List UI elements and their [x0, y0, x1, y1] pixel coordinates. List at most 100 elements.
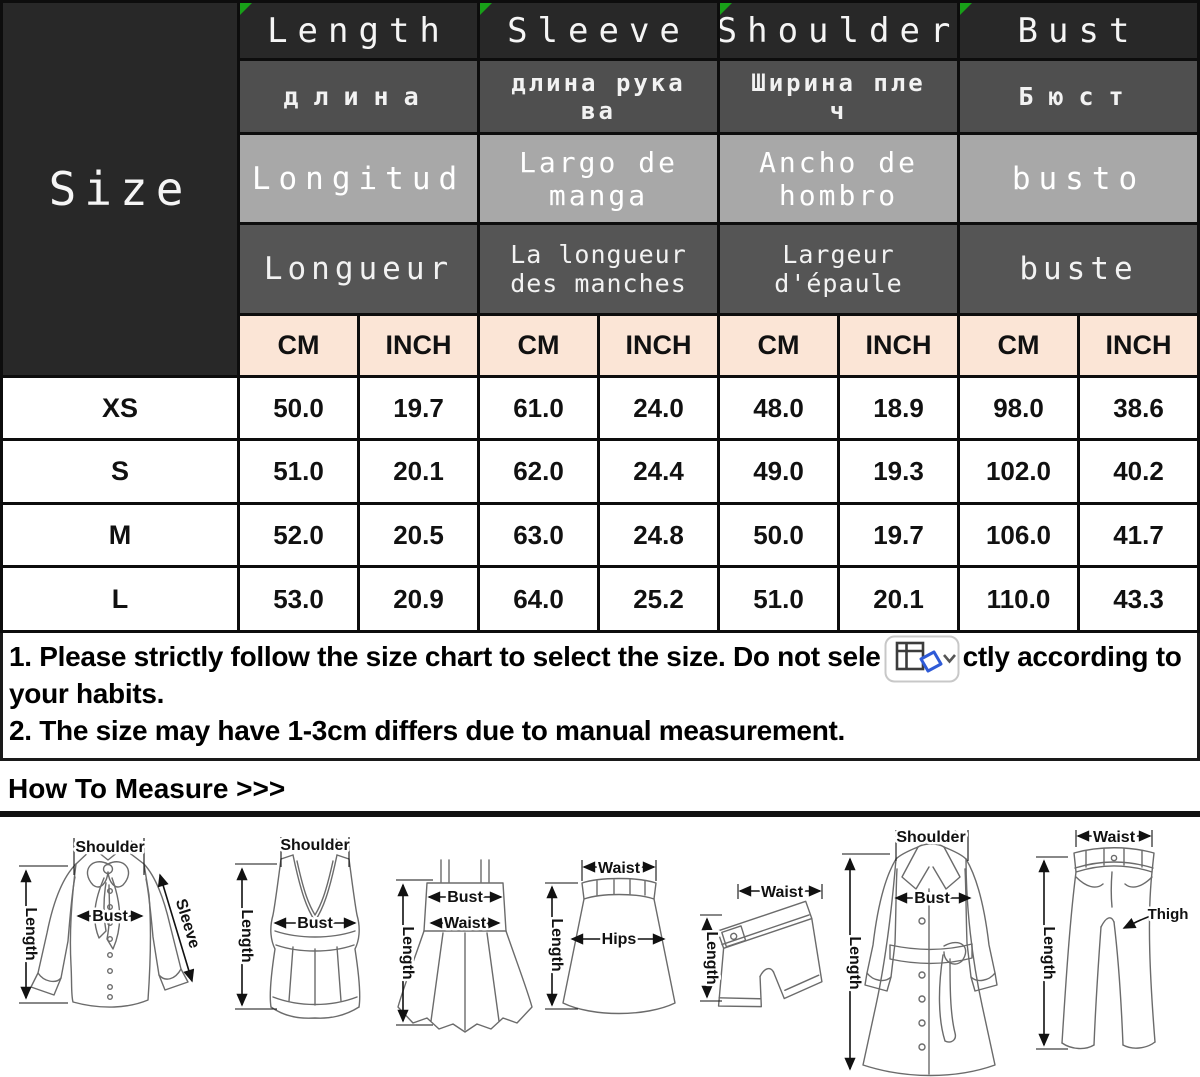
- unit-header: CM: [720, 316, 837, 375]
- table-cell: 64.0: [480, 568, 597, 630]
- label-bust: Bust: [914, 890, 950, 907]
- cell-value: 24.4: [633, 456, 684, 486]
- size-header-label: Size: [48, 162, 192, 216]
- green-corner-marker-icon: [480, 3, 492, 15]
- label-length: Length: [22, 907, 39, 960]
- table-cell: 53.0: [240, 568, 357, 630]
- table-cell: 62.0: [480, 441, 597, 502]
- chevron-down-icon: [942, 653, 956, 664]
- size-label: L: [111, 583, 129, 614]
- label-shoulder: Shoulder: [896, 829, 965, 846]
- cell-value: 53.0: [273, 583, 324, 614]
- unit-label: INCH: [1105, 330, 1172, 360]
- table-cell: 19.7: [360, 378, 477, 438]
- green-corner-marker-icon: [240, 3, 252, 15]
- label-waist: Waist: [598, 860, 641, 877]
- table-cell: 18.9: [840, 378, 957, 438]
- fr-header-sleeve: La longueur des manches: [480, 225, 717, 313]
- table-cell: 20.1: [840, 568, 957, 630]
- paste-brush-icon: [919, 650, 943, 673]
- col-header-length: Length: [240, 3, 477, 58]
- unit-header: INCH: [600, 316, 717, 375]
- table-cell: 19.3: [840, 441, 957, 502]
- cell-value: 62.0: [513, 456, 564, 486]
- tank-outline: [269, 854, 361, 1019]
- table-cell: 41.7: [1080, 505, 1197, 565]
- size-row-label: L: [3, 568, 237, 630]
- size-label: S: [110, 456, 129, 486]
- label-length: Length: [1040, 926, 1057, 979]
- ru-header-shoulder: Ширина плеч: [720, 61, 957, 132]
- cell-value: 25.2: [633, 583, 684, 614]
- col-header-label: Length: [267, 10, 450, 51]
- size-label: M: [108, 519, 132, 550]
- pants-outline: [1061, 846, 1156, 1050]
- size-chart-table: Size Length Sleeve Shoulder Bust длина д…: [0, 0, 1200, 633]
- green-corner-marker-icon: [720, 3, 732, 15]
- size-row-label: M: [3, 505, 237, 565]
- unit-header: CM: [960, 316, 1077, 375]
- label-waist: Waist: [1093, 829, 1136, 846]
- cell-value: 20.1: [393, 456, 444, 486]
- how-to-measure-heading: How To Measure >>>: [8, 772, 286, 804]
- cell-value: 51.0: [753, 583, 804, 614]
- cell-value: 18.9: [873, 392, 924, 423]
- col-header-bust: Bust: [960, 3, 1197, 58]
- table-cell: 48.0: [720, 378, 837, 438]
- fr-label: buste: [1019, 251, 1138, 287]
- es-header-sleeve: Largo de manga: [480, 135, 717, 222]
- unit-label: INCH: [865, 330, 932, 360]
- fr-label: La longueur des manches: [510, 240, 687, 298]
- ru-label: длина рукава: [511, 68, 686, 125]
- paste-options-button[interactable]: [884, 635, 960, 683]
- tank-top-diagram: Shoulder Length Bust: [234, 834, 361, 1019]
- table-cell: 61.0: [480, 378, 597, 438]
- unit-label: CM: [757, 330, 800, 360]
- unit-label: CM: [517, 330, 560, 360]
- col-header-shoulder: Shoulder: [720, 3, 957, 58]
- cell-value: 24.0: [633, 392, 684, 423]
- shorts-outline: [717, 900, 823, 1008]
- col-header-label: Sleeve: [507, 10, 690, 51]
- label-length: Length: [399, 926, 416, 979]
- cell-value: 38.6: [1113, 392, 1164, 423]
- es-header-length: Longitud: [240, 135, 477, 222]
- table-cell: 106.0: [960, 505, 1077, 565]
- label-sleeve: Sleeve: [172, 897, 203, 951]
- cell-value: 51.0: [273, 456, 324, 486]
- table-cell: 49.0: [720, 441, 837, 502]
- cell-value: 20.1: [873, 583, 924, 614]
- unit-header: CM: [480, 316, 597, 375]
- col-header-label: Shoulder: [720, 10, 957, 51]
- cell-value: 20.5: [393, 519, 444, 550]
- es-label: Ancho de hombro: [759, 145, 918, 212]
- table-cell: 24.0: [600, 378, 717, 438]
- pants-diagram: Waist Length Thigh: [1035, 827, 1188, 1050]
- cell-value: 61.0: [513, 392, 564, 423]
- table-cell: 50.0: [240, 378, 357, 438]
- label-length: Length: [703, 931, 720, 984]
- ru-label: Ширина плеч: [751, 68, 926, 125]
- coat-outline: [862, 843, 998, 1077]
- table-cell: 50.0: [720, 505, 837, 565]
- es-label: Longitud: [251, 160, 466, 197]
- label-bust: Bust: [297, 915, 333, 932]
- unit-header: INCH: [1080, 316, 1197, 375]
- unit-header: INCH: [360, 316, 477, 375]
- cell-value: 19.3: [873, 456, 924, 486]
- table-cell: 52.0: [240, 505, 357, 565]
- shorts-diagram: Waist Length: [700, 881, 823, 1008]
- fr-label: Longueur: [263, 251, 454, 287]
- ru-header-bust: Бюст: [960, 61, 1197, 132]
- table-cell: 20.1: [360, 441, 477, 502]
- table-cell: 51.0: [240, 441, 357, 502]
- fr-label: Largeur d'épaule: [774, 240, 903, 298]
- unit-label: INCH: [625, 330, 692, 360]
- skirt-outline: [562, 877, 677, 1014]
- col-header-sleeve: Sleeve: [480, 3, 717, 58]
- table-cell: 38.6: [1080, 378, 1197, 438]
- ru-header-sleeve: длина рукава: [480, 61, 717, 132]
- cell-value: 48.0: [753, 392, 804, 423]
- es-label: busto: [1011, 160, 1146, 197]
- es-header-bust: busto: [960, 135, 1197, 222]
